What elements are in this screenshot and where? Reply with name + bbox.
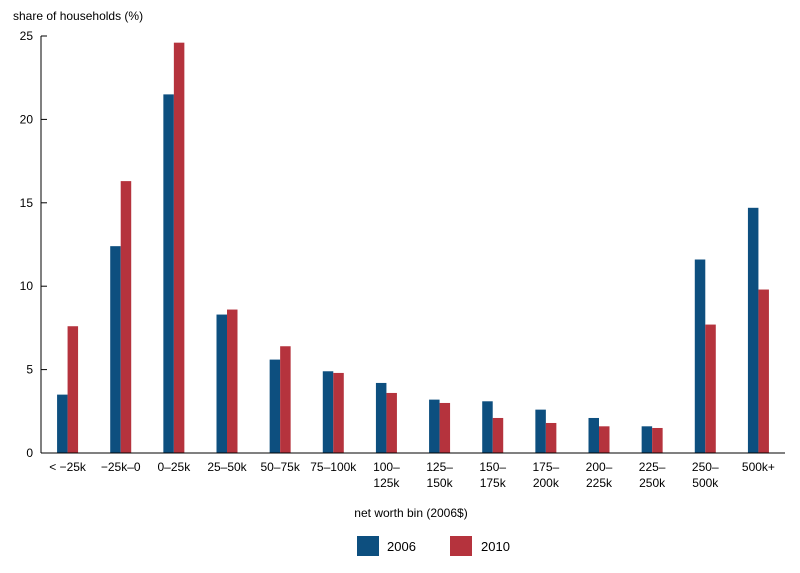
x-tick-label: 0–25k <box>158 460 192 474</box>
x-tick-label-line: 75–100k <box>310 460 357 474</box>
x-tick-label-line: 175k <box>480 476 507 490</box>
x-tick-label-line: 500k <box>692 476 719 490</box>
y-tick-label: 5 <box>26 363 33 377</box>
bar-2006-6 <box>375 382 387 453</box>
bar-2010-1 <box>120 181 132 453</box>
bar-2006-1 <box>110 246 121 453</box>
x-tick-label-line: < −25k <box>49 460 87 474</box>
x-tick-label-line: 100– <box>373 460 400 474</box>
bar-2010-13 <box>758 289 769 453</box>
legend-swatch-2010 <box>450 536 472 556</box>
x-tick-label: −25k–0 <box>101 460 141 474</box>
bar-2006-12 <box>694 259 706 453</box>
x-tick-label-line: 125k <box>373 476 400 490</box>
bar-2010-8 <box>492 417 504 453</box>
x-tick-label-line: 500k+ <box>742 460 775 474</box>
x-tick-label-line: 250– <box>692 460 719 474</box>
bar-2006-9 <box>535 409 546 453</box>
bar-2006-2 <box>163 94 174 453</box>
x-tick-label-line: 225– <box>639 460 666 474</box>
bar-2010-2 <box>173 42 185 454</box>
bar-2010-6 <box>386 392 397 453</box>
x-tick-label-line: 225k <box>586 476 613 490</box>
bar-2006-5 <box>322 371 334 453</box>
y-tick-label: 0 <box>26 446 33 460</box>
bar-2006-11 <box>641 426 653 453</box>
x-tick-label-line: 50–75k <box>260 460 300 474</box>
bar-2010-9 <box>545 422 557 453</box>
x-tick-label-line: −25k–0 <box>101 460 141 474</box>
y-tick-label: 20 <box>20 112 34 126</box>
y-tick-label: 25 <box>20 29 34 43</box>
x-tick-label-line: 125– <box>426 460 453 474</box>
legend-label-2010: 2010 <box>481 539 510 554</box>
x-tick-label: 100– 125k <box>373 460 400 490</box>
bar-2010-12 <box>705 324 716 453</box>
bar-2006-7 <box>429 399 440 453</box>
x-tick-label: < −25k <box>49 460 87 474</box>
bar-2010-3 <box>227 309 238 453</box>
bar-2006-3 <box>216 314 227 453</box>
bar-2010-5 <box>333 372 344 453</box>
x-tick-label: 25–50k <box>207 460 247 474</box>
x-tick-label: 150– 175k <box>479 460 506 490</box>
bar-2010-7 <box>439 402 451 453</box>
bar-2010-0 <box>67 326 79 453</box>
bar-2006-4 <box>269 359 281 453</box>
legend-label-2006: 2006 <box>387 539 416 554</box>
bar-2010-11 <box>652 427 663 453</box>
bar-2006-10 <box>588 417 599 453</box>
bar-2006-0 <box>57 394 68 453</box>
bar-2010-4 <box>280 346 291 453</box>
x-tick-label: 75–100k <box>310 460 357 474</box>
x-tick-label-line: 200– <box>586 460 613 474</box>
x-tick-label-line: 200k <box>533 476 560 490</box>
x-axis: < −25k −25k–0 0–25k 25–50k 50–75k 75–100k 100–… <box>49 460 775 490</box>
legend-swatch-2006 <box>357 536 379 556</box>
y-tick-label: 10 <box>20 279 34 293</box>
bar-2010-10 <box>599 426 610 453</box>
x-tick-label: 200– 225k <box>586 460 613 490</box>
bar-2006-8 <box>482 401 493 453</box>
bar-2006-13 <box>747 207 759 453</box>
x-tick-label-line: 150k <box>427 476 454 490</box>
x-tick-label-line: 0–25k <box>158 460 192 474</box>
x-tick-label: 125– 150k <box>426 460 453 490</box>
y-axis: 0 5 10 15 20 25 <box>20 29 47 460</box>
x-tick-label: 500k+ <box>742 460 775 474</box>
x-tick-label: 175– 200k <box>533 460 560 490</box>
x-tick-label-line: 250k <box>639 476 666 490</box>
x-axis-label: net worth bin (2006$) <box>354 506 467 520</box>
x-tick-label-line: 25–50k <box>207 460 247 474</box>
y-tick-label: 15 <box>20 196 34 210</box>
x-tick-label: 225– 250k <box>639 460 666 490</box>
y-axis-label: share of households (%) <box>13 9 143 23</box>
x-tick-label: 250– 500k <box>692 460 719 490</box>
x-tick-label-line: 150– <box>479 460 506 474</box>
x-tick-label: 50–75k <box>260 460 300 474</box>
plot-area <box>57 42 769 454</box>
legend: 2006 2010 <box>357 536 510 556</box>
x-tick-label-line: 175– <box>533 460 560 474</box>
